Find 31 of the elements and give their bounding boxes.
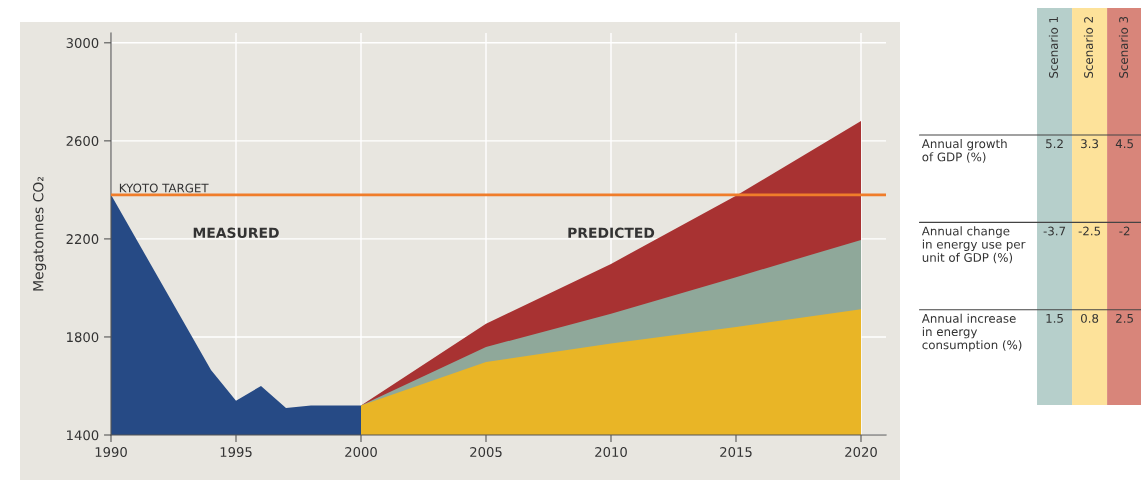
x-tick-label: 2020 (845, 447, 877, 458)
x-tick-label: 1995 (220, 447, 252, 458)
x-tick-label: 1990 (95, 447, 127, 458)
y-tick-label: 3000 (66, 38, 99, 49)
category-label: Scenario 3 (1118, 16, 1129, 78)
y-tick-label: 1800 (67, 332, 99, 343)
text: -2.5 (1078, 226, 1101, 236)
category-label: Annual growth of GDP (%) (921, 139, 1007, 163)
text: -2 (1119, 226, 1130, 236)
text: 4.5 (1115, 139, 1133, 149)
text: 5.2 (1046, 139, 1063, 149)
category-label: Scenario 1 (1048, 17, 1058, 78)
y-tick-label: 2600 (66, 136, 99, 147)
x-tick-label: 2015 (720, 447, 752, 458)
text: -3.7 (1043, 226, 1066, 236)
y-axis-title: Megatonnes CO₂ (32, 176, 47, 291)
annotation: MEASURED (193, 227, 279, 239)
ref-line-label: KYOTO TARGET (119, 183, 209, 193)
annotation: PREDICTED (568, 227, 655, 239)
x-tick-label: 2005 (470, 447, 502, 458)
x-tick-label: 2000 (345, 447, 377, 458)
text: 1.5 (1046, 314, 1063, 323)
text: 2.5 (1116, 313, 1133, 323)
y-tick-label: 1400 (67, 430, 99, 441)
y-tick-label: 2200 (66, 234, 99, 245)
x-tick-label: 2010 (595, 447, 627, 458)
category-label: Annual change in energy use per unit of GDP (%) (921, 226, 1026, 264)
text: 0.8 (1080, 313, 1099, 323)
category-label: Annual increase in energy consumption (%) (921, 313, 1022, 352)
category-label: Scenario 2 (1083, 17, 1094, 78)
text: 3.3 (1081, 139, 1099, 149)
